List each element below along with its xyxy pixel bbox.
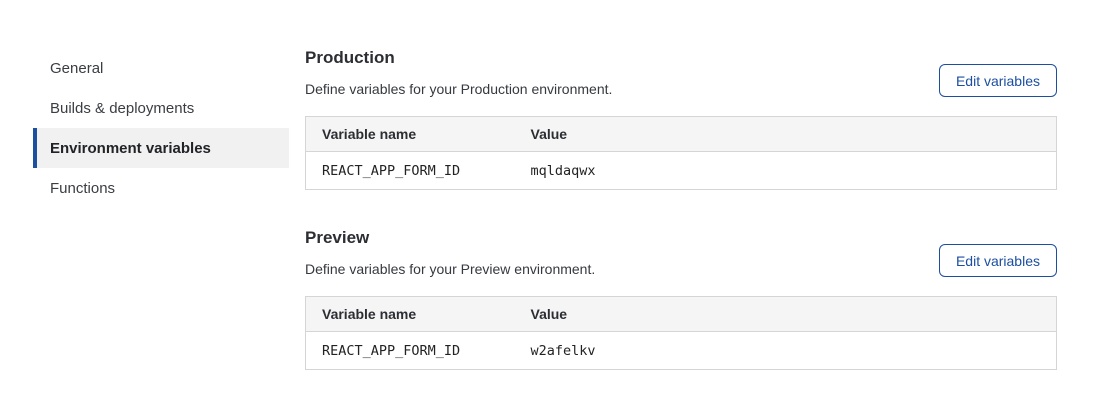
sidebar-item-general[interactable]: General	[50, 59, 104, 77]
variable-value-cell: w2afelkv	[530, 342, 596, 359]
main-content: Production Define variables for your Pro…	[305, 48, 1057, 370]
table-row: REACT_APP_FORM_ID w2afelkv	[305, 331, 1057, 370]
preview-section-title: Preview	[305, 228, 370, 247]
sidebar-item-environment-variables[interactable]: Environment variables	[33, 128, 289, 168]
variable-value-cell: mqldaqwx	[530, 162, 596, 179]
production-section-title: Production	[305, 48, 395, 67]
production-edit-variables-button[interactable]: Edit variables	[938, 64, 1057, 97]
table-header-row: Variable name Value	[305, 296, 1057, 332]
column-header-value: Value	[530, 306, 568, 322]
column-header-variable-name: Variable name	[322, 126, 417, 142]
settings-sidebar: General Builds & deployments Environment…	[33, 48, 289, 208]
column-header-value: Value	[530, 126, 568, 142]
table-header-row: Variable name Value	[305, 116, 1057, 152]
table-row: REACT_APP_FORM_ID mqldaqwx	[305, 151, 1057, 190]
variable-name-cell: REACT_APP_FORM_ID	[322, 342, 461, 359]
variable-name-cell: REACT_APP_FORM_ID	[322, 162, 461, 179]
preview-section-description: Define variables for your Preview enviro…	[305, 261, 596, 277]
column-header-variable-name: Variable name	[322, 306, 417, 322]
sidebar-item-builds-deployments[interactable]: Builds & deployments	[50, 99, 195, 117]
production-section: Production Define variables for your Pro…	[305, 48, 1057, 190]
production-section-description: Define variables for your Production env…	[305, 81, 613, 97]
preview-edit-variables-button[interactable]: Edit variables	[938, 244, 1057, 277]
preview-section: Preview Define variables for your Previe…	[305, 228, 1057, 370]
production-variables-table: Variable name Value REACT_APP_FORM_ID mq…	[305, 116, 1057, 190]
preview-variables-table: Variable name Value REACT_APP_FORM_ID w2…	[305, 296, 1057, 370]
sidebar-item-functions[interactable]: Functions	[50, 179, 116, 197]
